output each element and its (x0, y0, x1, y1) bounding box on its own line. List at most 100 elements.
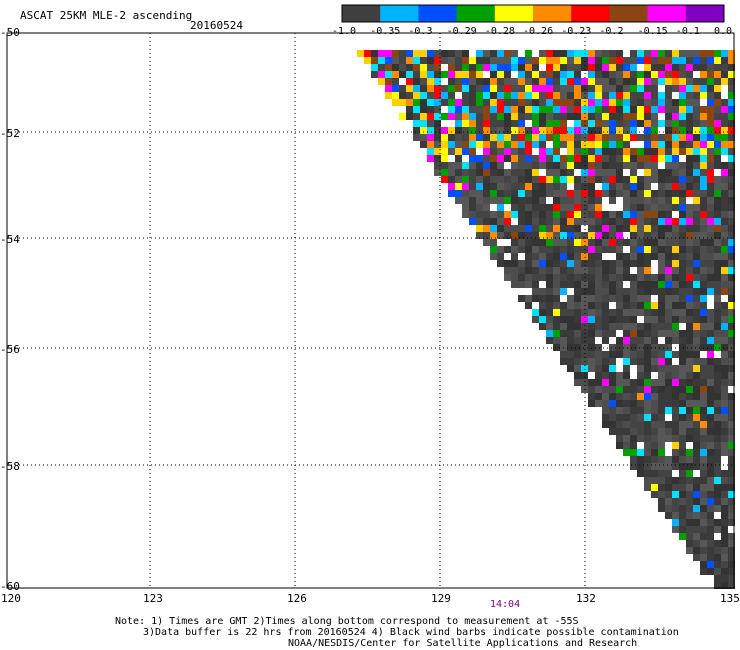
swath-cell (651, 99, 658, 106)
swath-cell (490, 253, 497, 260)
swath-cell (588, 64, 595, 71)
swath-cell (616, 106, 623, 113)
swath-cell (567, 57, 574, 64)
swath-cell (448, 92, 455, 99)
swath-cell (623, 99, 630, 106)
swath-cell (497, 155, 504, 162)
swath-cell (644, 85, 651, 92)
swath-cell (693, 309, 700, 316)
swath-cell (714, 127, 721, 134)
swath-cell (686, 78, 693, 85)
swath-cell (651, 246, 658, 253)
swath-cell (644, 470, 651, 477)
swath-cell (651, 253, 658, 260)
swath-cell (539, 323, 546, 330)
swath-cell (560, 218, 567, 225)
swath-cell (525, 50, 532, 57)
swath-cell (609, 169, 616, 176)
swath-cell (539, 260, 546, 267)
swath-cell (707, 134, 714, 141)
swath-cell (679, 526, 686, 533)
swath-cell (672, 274, 679, 281)
swath-cell (455, 162, 462, 169)
swath-cell (616, 246, 623, 253)
swath-cell (504, 169, 511, 176)
swath-cell (504, 113, 511, 120)
swath-cell (595, 407, 602, 414)
swath-cell (588, 323, 595, 330)
swath-cell (623, 197, 630, 204)
swath-cell (602, 190, 609, 197)
swath-cell (672, 85, 679, 92)
swath-cell (602, 218, 609, 225)
swath-cell (560, 288, 567, 295)
swath-cell (602, 183, 609, 190)
swath-cell (679, 197, 686, 204)
swath-cell (574, 190, 581, 197)
swath-cell (707, 561, 714, 568)
swath-cell (728, 582, 735, 589)
swath-cell (693, 323, 700, 330)
swath-cell (560, 57, 567, 64)
swath-cell (602, 309, 609, 316)
swath-cell (658, 148, 665, 155)
swath-cell (434, 106, 441, 113)
swath-cell (651, 393, 658, 400)
swath-cell (644, 232, 651, 239)
swath-cell (728, 484, 735, 491)
colorbar-label: -0.23 (561, 26, 592, 37)
swath-cell (511, 71, 518, 78)
swath-cell (707, 218, 714, 225)
swath-cell (665, 456, 672, 463)
swath-cell (700, 323, 707, 330)
swath-cell (623, 344, 630, 351)
swath-cell (553, 176, 560, 183)
swath-cell (637, 141, 644, 148)
swath-cell (469, 99, 476, 106)
lat-label: -56 (0, 343, 20, 356)
swath-cell (413, 120, 420, 127)
swath-cell (700, 358, 707, 365)
swath-cell (399, 85, 406, 92)
swath-cell (630, 176, 637, 183)
swath-cell (560, 253, 567, 260)
swath-cell (728, 330, 735, 337)
swath-cell (630, 463, 637, 470)
swath-cell (616, 71, 623, 78)
swath-cell (630, 337, 637, 344)
swath-cell (504, 64, 511, 71)
swath-cell (637, 267, 644, 274)
swath-cell (707, 302, 714, 309)
swath-cell (609, 302, 616, 309)
swath-cell (637, 57, 644, 64)
swath-cell (602, 267, 609, 274)
swath-cell (679, 85, 686, 92)
swath-cell (693, 288, 700, 295)
swath-cell (399, 71, 406, 78)
swath-cell (679, 442, 686, 449)
swath-cell (623, 337, 630, 344)
swath-cell (560, 267, 567, 274)
swath-cell (637, 260, 644, 267)
lat-label: -50 (0, 26, 20, 39)
swath-cell (553, 183, 560, 190)
swath-cell (693, 372, 700, 379)
swath-cell (693, 295, 700, 302)
swath-cell (574, 246, 581, 253)
swath-cell (672, 183, 679, 190)
swath-cell (448, 120, 455, 127)
swath-cell (672, 260, 679, 267)
swath-cell (553, 106, 560, 113)
swath-cell (721, 582, 728, 589)
swath-cell (567, 225, 574, 232)
swath-cell (714, 197, 721, 204)
swath-cell (553, 190, 560, 197)
swath-cell (567, 176, 574, 183)
swath-cell (511, 211, 518, 218)
swath-cell (693, 526, 700, 533)
swath-cell (581, 344, 588, 351)
swath-cell (609, 337, 616, 344)
swath-cell (476, 57, 483, 64)
swath-cell (567, 337, 574, 344)
swath-cell (504, 120, 511, 127)
